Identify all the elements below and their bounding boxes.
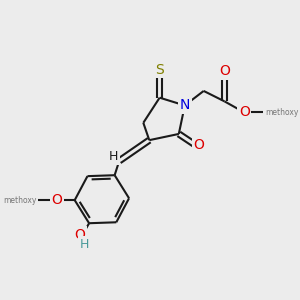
Text: N: N xyxy=(180,98,190,112)
Text: methoxy: methoxy xyxy=(3,196,37,205)
Text: O: O xyxy=(52,193,62,207)
Text: S: S xyxy=(155,63,164,77)
Text: O: O xyxy=(75,228,86,242)
Text: O: O xyxy=(239,105,250,119)
Text: H: H xyxy=(80,238,89,251)
Text: methoxy: methoxy xyxy=(265,108,299,117)
Text: O: O xyxy=(219,64,230,78)
Text: H: H xyxy=(109,151,118,164)
Text: O: O xyxy=(194,138,204,152)
